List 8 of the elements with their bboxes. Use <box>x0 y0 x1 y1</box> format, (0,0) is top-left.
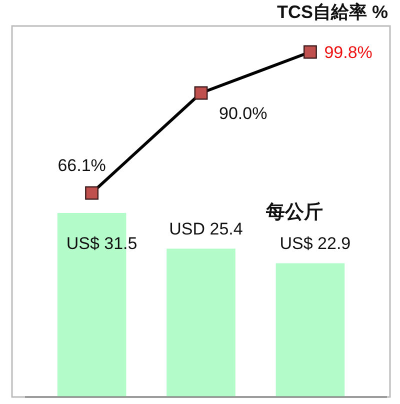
data-label: 99.8% <box>324 43 372 62</box>
data-label: US$ 31.5 <box>66 234 138 253</box>
annotation: 每公斤 <box>265 201 323 223</box>
data-label: US$ 22.9 <box>280 234 351 254</box>
data-label: 90.0% <box>219 104 268 124</box>
data-label: USD 25.4 <box>169 220 243 239</box>
data-label: 66.1% <box>58 156 106 175</box>
chart-title: TCS自給率 % <box>276 2 388 22</box>
